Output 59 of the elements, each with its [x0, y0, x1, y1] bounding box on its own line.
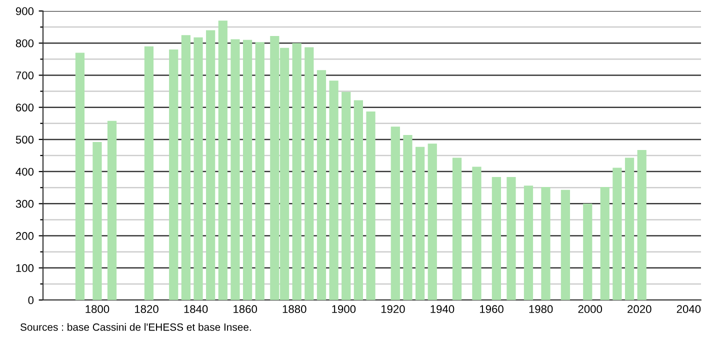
y-tick-label: 300	[16, 200, 34, 208]
y-tick-label: 0	[28, 296, 34, 304]
bar	[506, 177, 516, 300]
y-tick-label: 500	[16, 136, 34, 144]
bar	[255, 42, 264, 300]
bar	[637, 150, 646, 300]
bar	[560, 190, 570, 300]
bar	[524, 186, 534, 300]
bar	[403, 134, 412, 300]
bar	[107, 120, 117, 300]
x-tick-label: 1960	[480, 305, 504, 314]
x-tick-label: 1840	[184, 305, 208, 314]
x-tick-label: 2020	[628, 305, 652, 314]
bar	[452, 158, 462, 300]
bar	[342, 92, 351, 300]
x-tick-label: 2000	[578, 305, 602, 314]
bar	[390, 126, 400, 300]
x-tick-label: 1880	[282, 305, 306, 314]
bar	[194, 37, 203, 300]
source-note: Sources : base Cassini de l'EHESS et base Insee.	[20, 323, 251, 331]
x-tick-label: 1980	[529, 305, 553, 314]
bar	[415, 146, 425, 300]
x-tick-label: 1940	[430, 305, 454, 314]
y-tick-label: 900	[16, 7, 34, 16]
bar	[612, 168, 622, 300]
bar	[304, 47, 314, 300]
bar	[92, 142, 102, 300]
bar	[366, 112, 376, 300]
bar	[75, 52, 85, 300]
bar	[541, 186, 550, 300]
bar	[230, 39, 240, 300]
bar	[242, 40, 252, 300]
y-tick-label: 800	[16, 39, 34, 48]
bar	[583, 204, 592, 300]
bar	[218, 20, 228, 300]
x-tick-label: 1920	[381, 305, 405, 314]
bar	[428, 144, 437, 300]
y-tick-label: 200	[16, 232, 34, 240]
bar	[292, 43, 302, 300]
x-tick-label: 1820	[134, 305, 158, 314]
x-tick-label: 1860	[234, 305, 258, 314]
bar	[354, 100, 364, 300]
bar	[181, 35, 190, 300]
x-tick-label: 2040	[676, 305, 701, 314]
bar	[492, 177, 502, 300]
bar	[600, 186, 610, 300]
x-tick-label: 1900	[332, 305, 356, 314]
x-tick-label: 1800	[86, 305, 110, 314]
y-tick-label: 400	[16, 168, 34, 176]
bar	[169, 50, 178, 300]
y-tick-label: 700	[16, 71, 34, 80]
bar	[144, 46, 154, 300]
bar	[624, 158, 634, 300]
bar	[206, 30, 216, 300]
y-tick-label: 600	[16, 104, 34, 112]
bar	[472, 166, 482, 300]
bar	[329, 80, 338, 300]
bar	[316, 70, 326, 300]
y-tick-label: 100	[16, 264, 34, 272]
